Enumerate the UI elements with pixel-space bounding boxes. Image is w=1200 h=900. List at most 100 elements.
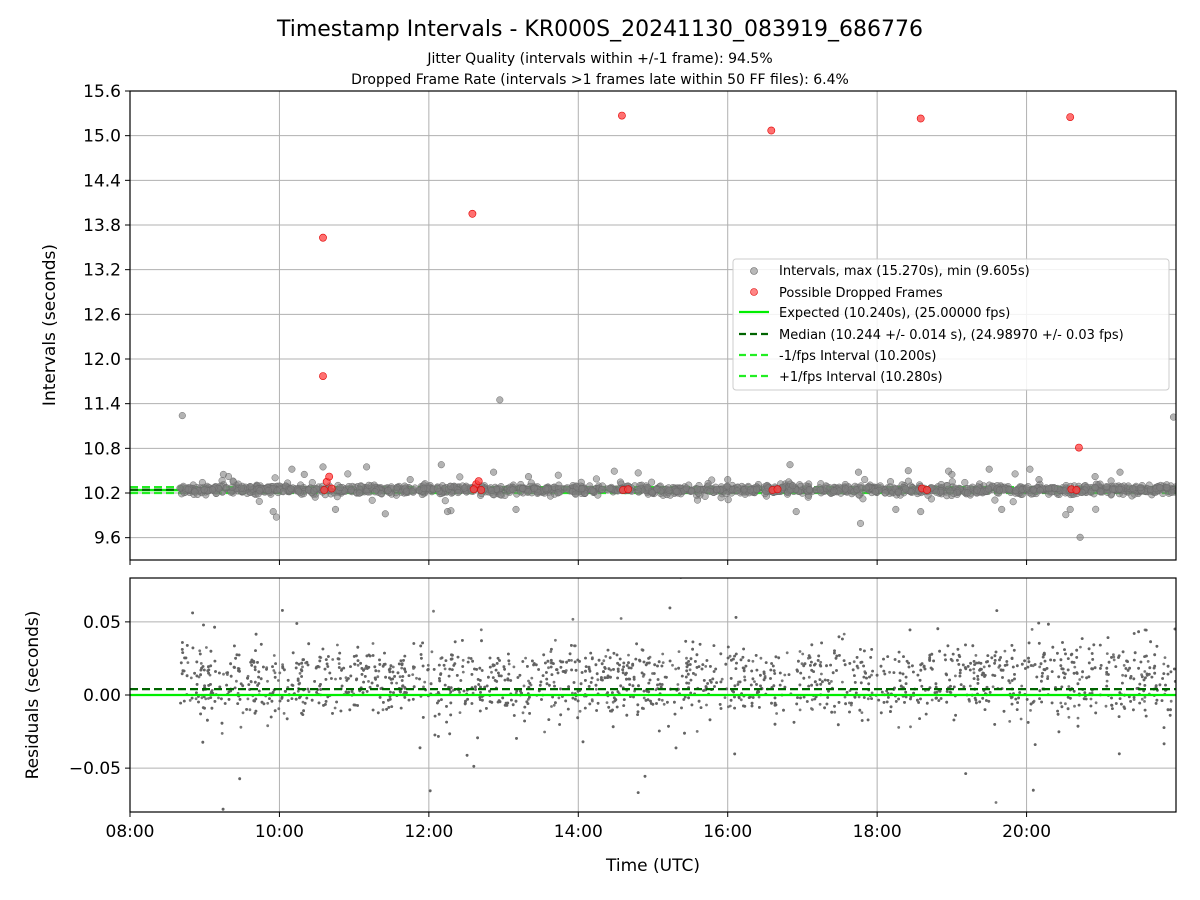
residual-point xyxy=(545,682,549,686)
residual-point xyxy=(795,702,799,706)
residual-point xyxy=(1075,656,1079,659)
residual-point xyxy=(1029,664,1033,667)
residual-point xyxy=(1099,667,1102,670)
residual-point xyxy=(922,664,926,668)
residual-point xyxy=(1112,658,1116,662)
interval-point xyxy=(713,486,721,494)
residuals-x-ticks: 08:00 10:00 12:00 14:00 16:00 18:00 20:00 xyxy=(106,812,1051,842)
residual-point xyxy=(644,663,648,667)
residual-point xyxy=(644,699,648,702)
residual-point xyxy=(565,660,568,664)
residual-point xyxy=(691,647,694,651)
residual-point xyxy=(1066,657,1070,660)
residual-point xyxy=(754,654,758,657)
residual-point xyxy=(902,655,905,658)
residual-point xyxy=(1015,708,1019,711)
legend: Intervals, max (15.270s), min (9.605s) P… xyxy=(732,258,1170,391)
residual-point xyxy=(1169,670,1173,674)
residual-point xyxy=(685,656,688,660)
intervals-y-tick-label: 12.0 xyxy=(83,350,121,370)
residual-point xyxy=(333,706,337,710)
residual-point xyxy=(270,699,274,703)
interval-point xyxy=(488,486,496,495)
residual-point xyxy=(1061,641,1064,644)
residual-point xyxy=(888,670,891,674)
residual-point xyxy=(433,733,437,737)
x-tick-label: 14:00 xyxy=(554,822,603,842)
residual-point xyxy=(238,669,241,673)
residual-point xyxy=(936,627,940,631)
residual-point xyxy=(302,709,305,713)
residual-point xyxy=(1010,695,1014,699)
residual-point xyxy=(928,656,932,660)
residual-point xyxy=(596,701,600,705)
residual-point xyxy=(449,713,453,717)
residual-point xyxy=(1129,700,1132,703)
interval-point xyxy=(272,513,280,521)
interval-point xyxy=(1168,488,1176,496)
residual-point xyxy=(262,702,266,706)
interval-point xyxy=(420,484,428,492)
residual-point xyxy=(622,698,626,701)
residual-point xyxy=(618,657,622,661)
interval-point xyxy=(176,484,184,492)
residual-point xyxy=(783,673,787,677)
residual-point xyxy=(373,665,377,669)
interval-point xyxy=(1062,511,1070,519)
legend-marker-dropped xyxy=(750,288,758,296)
residual-point xyxy=(778,671,782,675)
residual-point xyxy=(1019,717,1023,721)
residual-point xyxy=(253,665,257,669)
residual-point xyxy=(744,664,748,668)
residual-point xyxy=(554,638,557,642)
residual-point xyxy=(689,678,693,682)
residual-point xyxy=(1125,659,1128,663)
residual-point xyxy=(388,667,392,670)
residual-point xyxy=(547,666,550,670)
residual-point xyxy=(294,666,298,670)
residual-point xyxy=(830,680,833,683)
residual-point xyxy=(202,623,205,627)
residual-point xyxy=(823,706,826,710)
residual-point xyxy=(273,675,277,679)
residual-point xyxy=(1104,704,1108,708)
residual-point xyxy=(217,696,220,700)
interval-point xyxy=(1066,505,1074,513)
interval-point xyxy=(1091,484,1099,492)
residual-point xyxy=(1051,645,1055,649)
residual-point xyxy=(1029,709,1032,712)
residual-point xyxy=(1052,658,1056,662)
residual-point xyxy=(622,812,625,815)
residual-point xyxy=(843,695,847,699)
residual-point xyxy=(362,668,365,672)
residual-point xyxy=(898,679,902,682)
residual-point xyxy=(182,669,186,673)
interval-point xyxy=(871,488,879,496)
residual-point xyxy=(464,699,467,703)
interval-point xyxy=(606,484,614,492)
residual-point xyxy=(501,696,505,700)
residual-point xyxy=(993,659,997,662)
residual-point xyxy=(870,648,874,651)
interval-point xyxy=(746,486,754,494)
residual-point xyxy=(954,674,957,678)
residual-point xyxy=(476,678,480,681)
interval-point xyxy=(693,496,702,504)
dropped-frame-point xyxy=(325,472,334,481)
residual-point xyxy=(1132,708,1135,712)
residual-point xyxy=(1139,660,1143,664)
residual-point xyxy=(750,669,754,673)
residual-point xyxy=(1080,637,1084,640)
residual-point xyxy=(391,677,395,681)
chart-subtitle-dropped: Dropped Frame Rate (intervals >1 frames … xyxy=(351,72,849,88)
residual-point xyxy=(478,698,482,701)
residual-point xyxy=(336,643,339,647)
residual-point xyxy=(297,662,301,666)
residual-point xyxy=(184,656,188,660)
residual-point xyxy=(641,706,644,710)
residual-point xyxy=(833,651,836,655)
residual-point xyxy=(618,663,621,667)
residual-point xyxy=(411,673,415,676)
residual-point xyxy=(827,682,831,685)
residual-point xyxy=(445,705,448,708)
